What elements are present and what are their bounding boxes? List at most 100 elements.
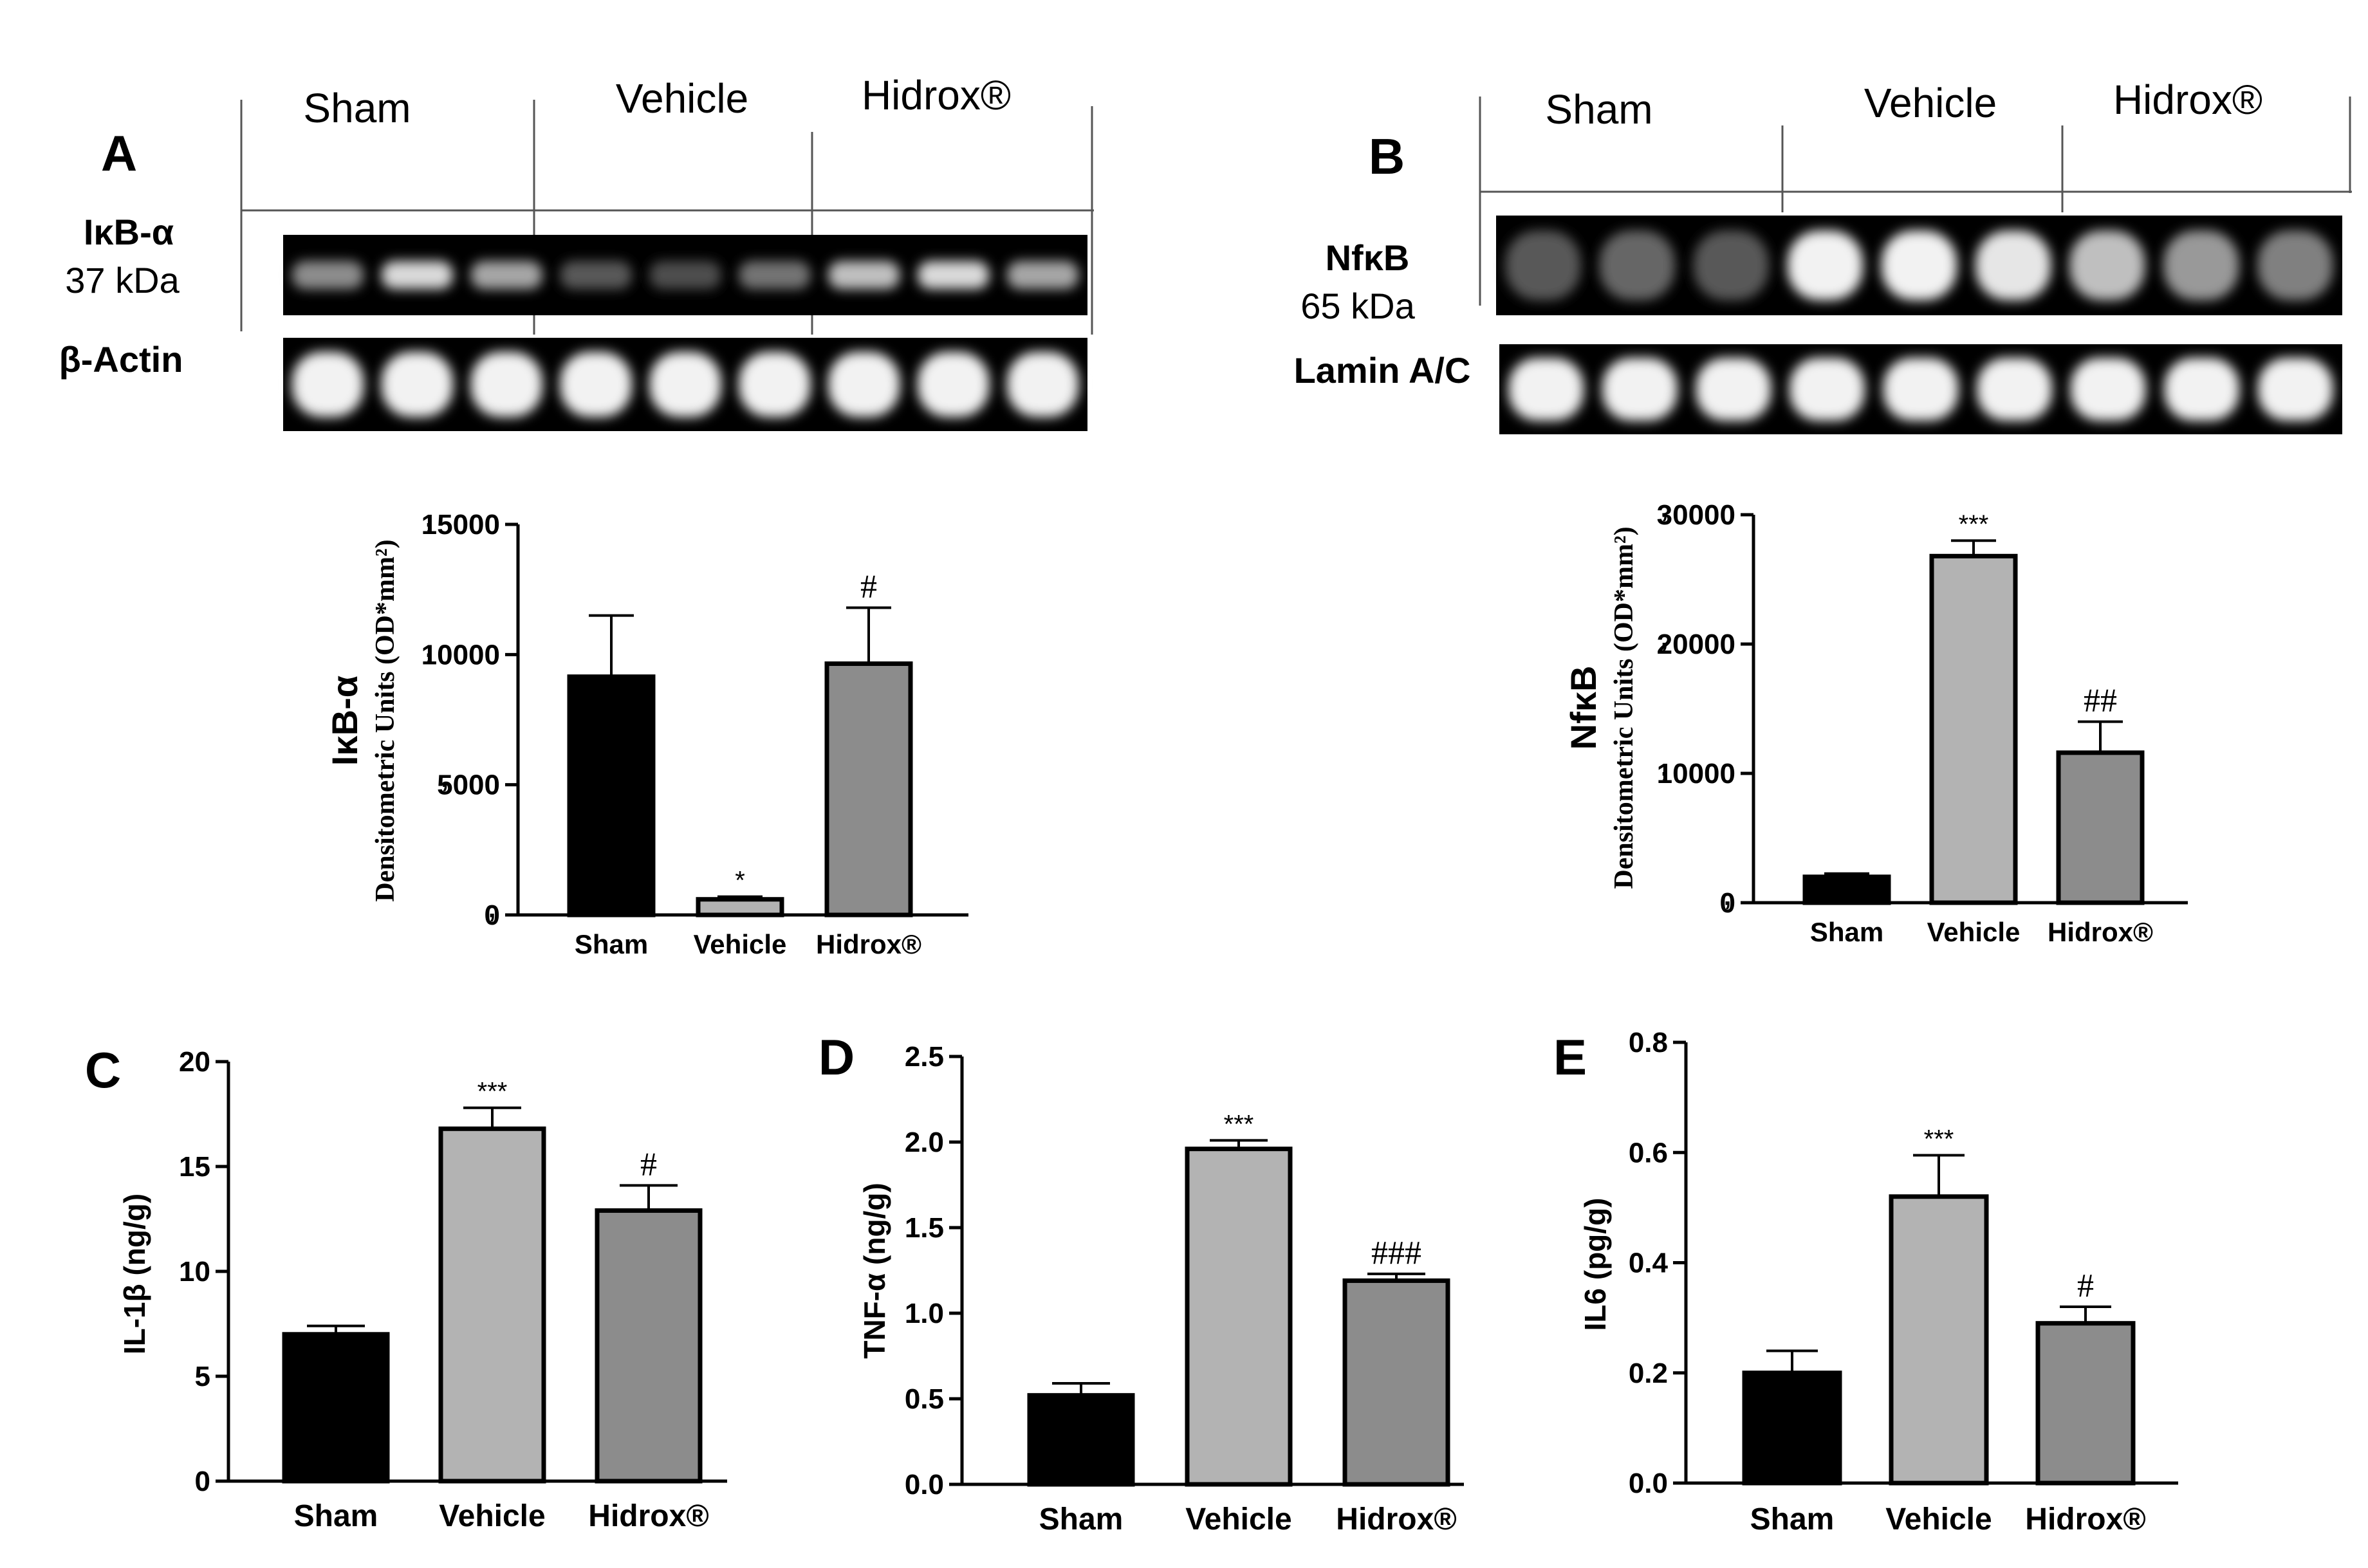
y-tick-label: 0.8 xyxy=(1629,1027,1668,1058)
y-axis-label: IL6 (pg/g) xyxy=(1578,1198,1612,1331)
blot-band xyxy=(2164,358,2239,421)
y-tick-mark: ’ xyxy=(441,778,449,809)
blot-band xyxy=(1602,358,1678,421)
blot-protein-label: IκB-α xyxy=(84,212,174,252)
bar xyxy=(2035,1321,2136,1486)
x-category-label: Sham xyxy=(1750,1502,1835,1536)
x-category-label: Hidrox® xyxy=(816,929,921,959)
blot-band xyxy=(739,351,811,418)
significance-label: # xyxy=(860,568,877,605)
x-category-label: Sham xyxy=(294,1499,378,1533)
blot-band xyxy=(649,261,721,290)
significance-label: # xyxy=(2077,1268,2094,1304)
y-tick-label: 10 xyxy=(179,1256,210,1287)
bar xyxy=(1027,1393,1135,1487)
bar xyxy=(1342,1278,1450,1487)
blot-band xyxy=(1883,358,1959,421)
bar xyxy=(282,1332,390,1484)
x-category-label: Sham xyxy=(1810,917,1883,947)
blot-band xyxy=(1508,358,1584,421)
y-tick-label: 20 xyxy=(179,1046,210,1078)
significance-label: * xyxy=(735,867,745,895)
y-tick-label: 0.2 xyxy=(1629,1358,1668,1389)
blot-group-label: Hidrox® xyxy=(862,72,1011,118)
x-category-label: Hidrox® xyxy=(588,1499,708,1533)
y-axis-label: NfκB xyxy=(1563,666,1604,750)
x-category-label: Sham xyxy=(1039,1502,1124,1536)
y-axis-label: IL-1β (ng/g) xyxy=(118,1194,151,1354)
y-tick-label: 20000 xyxy=(1657,629,1735,660)
chart-d: 0.0 0.5 1.0 1.5 2.0 2.5 Sham *** Vehicle ### Hidro… xyxy=(858,1041,1464,1536)
significance-label: # xyxy=(640,1146,657,1183)
blot-b: Sham Vehicle Hidrox® NfκB 65 kDa Lamin A/C xyxy=(1294,77,2352,434)
x-category-label: Vehicle xyxy=(439,1499,545,1533)
blot-band xyxy=(470,351,542,418)
blot-band xyxy=(1599,230,1675,300)
bar xyxy=(438,1126,546,1484)
bar xyxy=(1185,1147,1293,1487)
panel-letter-b: B xyxy=(1369,128,1405,185)
blot-band xyxy=(291,351,364,418)
blot-band xyxy=(560,351,632,418)
blot-band xyxy=(1787,230,1863,300)
y-tick-label: 1.0 xyxy=(905,1298,944,1329)
blot-band xyxy=(2257,230,2333,300)
y-tick-label: 1.5 xyxy=(905,1212,944,1244)
y-tick-mark: ’ xyxy=(1724,896,1732,927)
bar xyxy=(696,897,784,918)
y-axis-label: TNF-α (ng/g) xyxy=(858,1183,891,1359)
x-category-label: Hidrox® xyxy=(2048,917,2153,947)
blot-band xyxy=(918,261,990,290)
blot-group-label: Vehicle xyxy=(1864,80,1997,126)
blot-band xyxy=(649,351,721,418)
y-tick-label: 2.5 xyxy=(905,1041,944,1073)
blot-protein-label: Lamin A/C xyxy=(1294,350,1471,391)
x-category-label: Vehicle xyxy=(1185,1502,1291,1536)
blot-band xyxy=(1693,230,1769,300)
blot-band xyxy=(2069,230,2145,300)
blot-group-label: Vehicle xyxy=(616,75,748,122)
blot-band xyxy=(1007,351,1079,418)
bar xyxy=(1742,1370,1842,1486)
chart-c: 0 5 10 15 20 Sham *** Vehicle # Hidrox® IL-1β (ng/… xyxy=(118,1046,727,1533)
bar xyxy=(595,1208,703,1484)
blot-band xyxy=(828,351,900,418)
blot-band xyxy=(918,351,990,418)
blot-band xyxy=(2070,358,2146,421)
bar xyxy=(2056,750,2145,905)
y-tick-label: 5 xyxy=(195,1361,210,1392)
y-axis-sublabel: Densitometric Units (OD*mm²) xyxy=(1609,526,1639,889)
blot-band xyxy=(2258,358,2333,421)
panel-letter-c: C xyxy=(85,1042,121,1098)
significance-label: *** xyxy=(1924,1125,1954,1154)
blot-band xyxy=(1882,230,1957,300)
blot-protein-label: NfκB xyxy=(1326,237,1410,278)
panel-letter-a: A xyxy=(101,125,137,181)
y-tick-label: 5000 xyxy=(437,770,500,801)
bar xyxy=(824,661,913,918)
y-tick-label: 0.6 xyxy=(1629,1137,1668,1168)
blot-kda-label: 37 kDa xyxy=(65,260,180,300)
significance-label: ### xyxy=(1371,1235,1421,1271)
y-tick-mark: ’ xyxy=(425,517,433,549)
blot-band xyxy=(1975,230,2051,300)
y-tick-mark: ’ xyxy=(1661,508,1669,539)
blot-band xyxy=(1790,358,1865,421)
y-tick-mark: ’ xyxy=(1661,766,1669,798)
blot-a: Sham Vehicle Hidrox® IκB-α 37 kDa β-Actin xyxy=(59,72,1094,431)
y-tick-label: 15 xyxy=(179,1151,210,1183)
y-tick-label: 0.0 xyxy=(905,1469,944,1500)
y-tick-label: 2.0 xyxy=(905,1127,944,1158)
significance-label: *** xyxy=(1959,510,1989,539)
y-tick-label: 15000 xyxy=(421,509,500,540)
blot-band xyxy=(470,261,542,290)
blot-band xyxy=(1977,358,2052,421)
x-category-label: Vehicle xyxy=(694,929,787,959)
chart-a: 0’5000’10000’15000’Sham*Vehicle#Hidrox®I… xyxy=(324,509,968,959)
blot-band xyxy=(1505,230,1581,300)
y-tick-label: 0 xyxy=(195,1466,210,1497)
x-category-label: Vehicle xyxy=(1885,1502,1992,1536)
blot-kda-label: 65 kDa xyxy=(1300,286,1415,326)
y-tick-label: 30000 xyxy=(1657,499,1735,531)
